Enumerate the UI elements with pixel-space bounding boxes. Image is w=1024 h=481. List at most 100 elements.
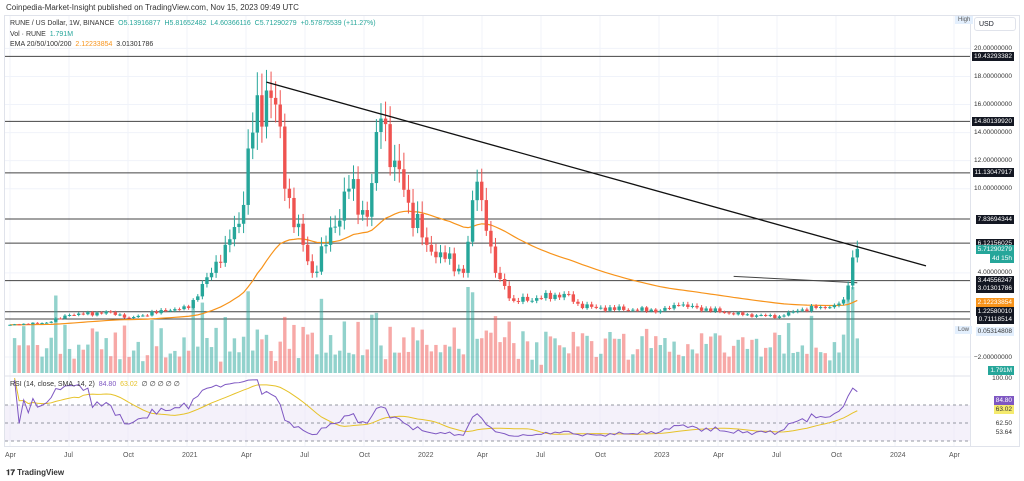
volume-bar — [301, 326, 305, 373]
volume-bar — [214, 327, 218, 373]
time-tick: 2023 — [654, 452, 670, 459]
volume-bar — [727, 356, 731, 373]
candle-body — [768, 315, 772, 317]
volume-bar — [525, 341, 530, 373]
volume-bar — [480, 338, 484, 373]
volume-legend[interactable]: Vol · RUNE 1.791M — [10, 31, 73, 38]
symbol[interactable]: RUNE / US Dollar, 1W, BINANCE — [10, 20, 115, 27]
tradingview-logo[interactable]: 𝟏𝟕 TradingView — [6, 468, 65, 477]
volume-bar — [672, 341, 676, 373]
candle-body — [159, 310, 163, 314]
volume-bar — [296, 358, 301, 373]
time-tick: Jul — [300, 452, 309, 459]
candle-body — [709, 308, 713, 312]
time-tick: Oct — [123, 452, 134, 459]
candle-body — [264, 90, 269, 127]
volume-bar — [338, 350, 342, 373]
volume-bar — [447, 346, 452, 373]
volume-bar — [86, 344, 90, 373]
candle-body — [223, 244, 227, 263]
volume-bar — [104, 338, 108, 373]
candle-body — [525, 296, 530, 301]
volume-bar — [347, 352, 351, 373]
volume-bar — [136, 341, 140, 373]
volume-bar — [415, 340, 420, 373]
currency-selector[interactable]: USD — [974, 17, 1016, 31]
candle-body — [228, 239, 232, 245]
candle-body — [255, 95, 260, 133]
candle-body — [704, 308, 708, 311]
volume-bar — [63, 324, 67, 373]
bar-countdown: 4d 15h — [990, 254, 1014, 264]
price-tick: 20.00000000 — [974, 44, 1012, 52]
volume-bar — [232, 338, 237, 373]
candle-body — [644, 307, 649, 312]
candle-body — [814, 305, 818, 308]
volume-bar — [589, 341, 594, 373]
volume-bar — [493, 316, 498, 373]
candle-body — [493, 246, 498, 273]
candle-body — [296, 223, 301, 228]
volume-bar — [360, 355, 365, 373]
candle-body — [828, 307, 832, 309]
level-label: 6.12156025 — [975, 238, 1014, 248]
candle-body — [26, 323, 31, 325]
candle-body — [457, 268, 461, 272]
rsi-value-label: 84.80 — [993, 395, 1014, 405]
candle-body — [699, 307, 704, 311]
candle-body — [12, 324, 17, 326]
candle-body — [54, 318, 58, 322]
volume-bar — [782, 353, 786, 373]
candle-body — [168, 310, 172, 312]
candle-body — [548, 292, 553, 299]
candle-body — [251, 132, 255, 149]
volume-bar — [635, 349, 640, 373]
candle-body — [475, 181, 479, 201]
candle-body — [443, 252, 447, 259]
volume-bar — [58, 353, 63, 373]
candle-body — [150, 311, 154, 316]
volume-bar — [837, 352, 841, 373]
volume-bar — [218, 361, 223, 373]
candle-body — [241, 204, 246, 224]
volume-bar — [649, 348, 653, 373]
candle-body — [823, 307, 827, 309]
volume-bar — [351, 354, 356, 373]
candle-body — [365, 210, 369, 217]
volume-bar — [44, 348, 49, 373]
volume-bar — [553, 338, 557, 373]
ema-label: EMA 20/50/100/200 — [10, 41, 72, 48]
volume-bar — [484, 330, 489, 373]
symbol-legend: RUNE / US Dollar, 1W, BINANCE O5.1391687… — [10, 20, 376, 27]
volume-bar — [750, 339, 754, 373]
volume-bar — [722, 352, 727, 373]
candle-body — [31, 322, 35, 325]
high-tag: High — [955, 16, 974, 24]
candle-body — [306, 244, 310, 262]
ema-legend[interactable]: EMA 20/50/100/200 2.12233854 3.01301786 — [10, 41, 153, 48]
ema-200-line — [733, 275, 858, 284]
candle-body — [447, 253, 452, 259]
rsi-legend[interactable]: RSI (14, close, SMA, 14, 2) 84.80 63.02 … — [10, 380, 180, 388]
ema-value-2: 3.01301786 — [116, 41, 154, 48]
candle-body — [791, 311, 795, 313]
volume-bar — [397, 352, 401, 373]
candle-body — [754, 315, 759, 317]
volume-bar — [622, 333, 626, 373]
candle-body — [397, 160, 401, 170]
volume-bar — [539, 364, 543, 373]
volume-bar — [814, 347, 818, 373]
candle-body — [567, 293, 571, 295]
volume-bar — [759, 356, 763, 373]
candle-body — [122, 314, 127, 318]
volume-bar — [718, 335, 722, 373]
volume-bar — [370, 314, 374, 373]
price-axis[interactable]: 20.00000000 18.00000000 16.00000000 14.0000… — [970, 15, 1020, 447]
vol-label: Vol · RUNE — [10, 31, 46, 38]
candle-body — [278, 104, 282, 127]
candle-body — [127, 317, 131, 319]
candle-body — [484, 200, 489, 231]
chart-frame[interactable] — [4, 15, 1020, 447]
candle-body — [722, 312, 727, 314]
